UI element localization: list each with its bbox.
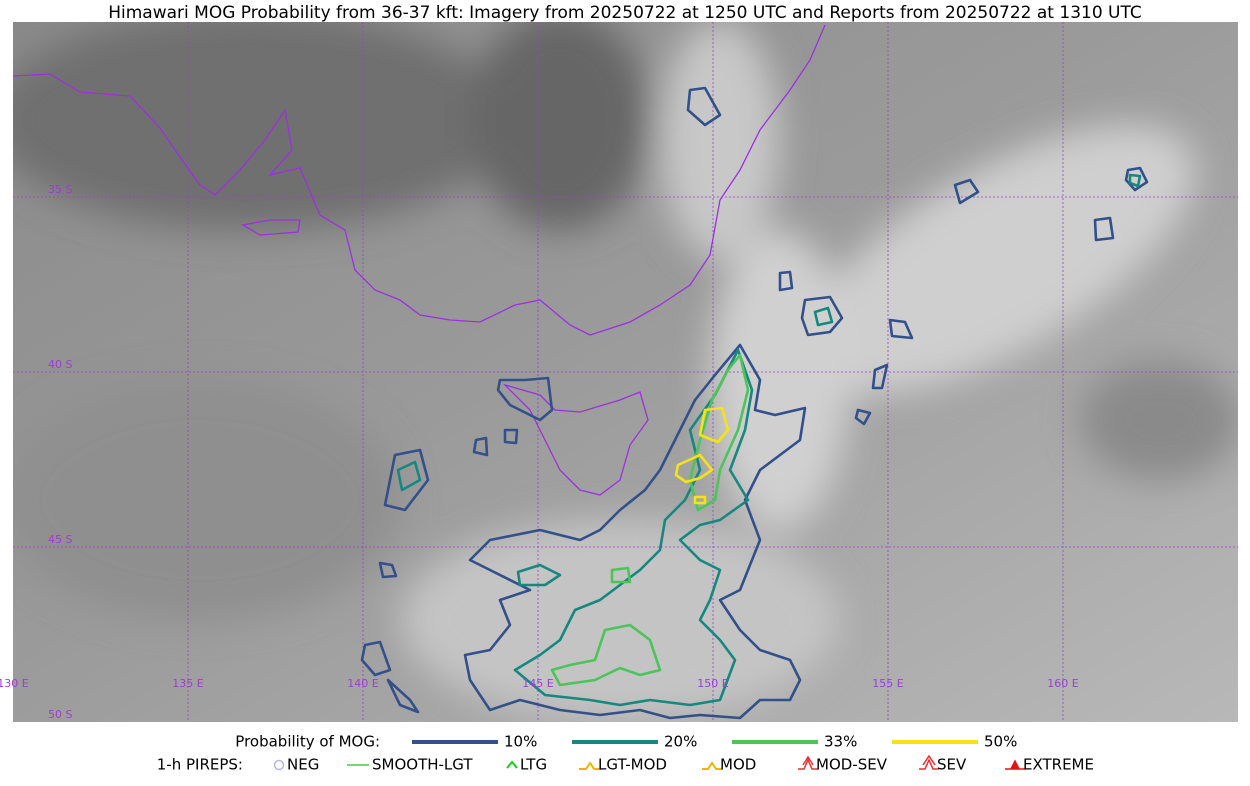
lon-label: 135 E — [172, 677, 203, 690]
pirep-symbol — [702, 761, 722, 770]
pirep-icon — [919, 754, 939, 770]
contour-50 — [674, 406, 730, 505]
grid-labels: 35 S 40 S 45 S 50 S 130 E 135 E 140 E 145 E 150 … — [0, 183, 1079, 721]
cloud-texture — [13, 22, 1238, 720]
lon-label: 145 E — [522, 677, 553, 690]
legend-label: EXTREME — [1023, 756, 1094, 774]
lat-label: 45 S — [48, 533, 72, 546]
title: Himawari MOG Probability from 36-37 kft:… — [108, 3, 1142, 23]
lon-label: 150 E — [697, 677, 728, 690]
pirep-icon — [798, 755, 818, 770]
lon-label: 155 E — [872, 677, 903, 690]
lon-label: 140 E — [347, 677, 378, 690]
legend-label: MOD — [720, 756, 756, 774]
pirep-icon — [273, 759, 285, 771]
contour-10 — [463, 343, 807, 720]
contour-20 — [396, 173, 1142, 587]
contour-10 — [360, 86, 1149, 714]
pirep-symbol — [1005, 759, 1025, 770]
lat-label: 40 S — [48, 358, 72, 371]
pirep-icon — [579, 761, 601, 770]
pirep-icon — [702, 761, 722, 770]
map — [13, 22, 1238, 722]
pirep-symbol — [579, 761, 601, 770]
legend-label: MOD-SEV — [816, 756, 888, 774]
legend-label: SMOOTH-LGT — [372, 756, 473, 774]
legend-label: NEG — [287, 756, 319, 774]
contour-20 — [513, 348, 754, 707]
legend-label: 33% — [824, 733, 857, 751]
pirep-icon — [1005, 759, 1025, 770]
pirep-symbol — [506, 760, 518, 769]
pirep-symbol — [798, 755, 818, 770]
legend-label: 20% — [664, 733, 697, 751]
coastline — [13, 24, 826, 496]
pirep-symbol — [919, 754, 939, 770]
grid — [13, 22, 1238, 722]
lat-label: 50 S — [48, 708, 72, 721]
legend-label: LTG — [520, 756, 547, 774]
legend-label: LGT-MOD — [598, 756, 667, 774]
legend-label: SEV — [937, 756, 967, 774]
legend-title: Probability of MOG: — [235, 733, 380, 751]
legend-label: 10% — [504, 733, 537, 751]
pirep-symbol — [273, 759, 285, 771]
lon-label: 130 E — [0, 677, 29, 690]
legend: Probability of MOG: 10% 20% 33% 50% 1-h PIREP… — [157, 733, 1094, 774]
lat-label: 35 S — [48, 183, 72, 196]
legend-label: 50% — [984, 733, 1017, 751]
legend-title: 1-h PIREPS: — [157, 756, 243, 774]
contours — [360, 86, 1149, 720]
pirep-icon — [506, 760, 518, 769]
lon-label: 160 E — [1047, 677, 1078, 690]
contour-33 — [550, 353, 750, 687]
